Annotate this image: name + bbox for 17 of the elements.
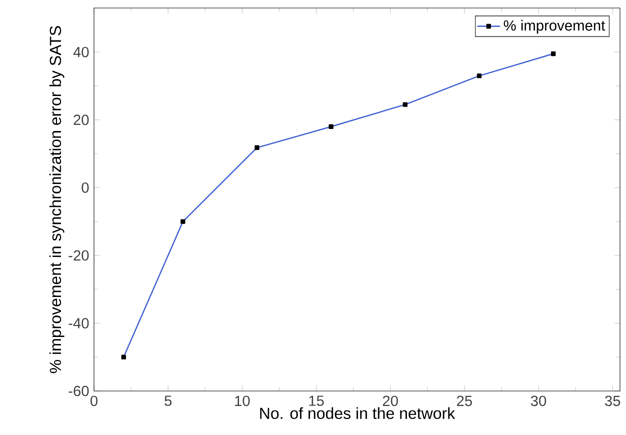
y-tick-label: -40	[68, 318, 89, 328]
x-tick-label: 15	[309, 396, 324, 406]
x-tick-label: 35	[604, 396, 620, 406]
y-tick-label: 0	[82, 182, 89, 193]
x-tick-label: 10	[235, 396, 250, 406]
x-tick-label: 20	[382, 396, 398, 406]
y-tick-label: 20	[74, 114, 89, 126]
x-tick-label: 30	[530, 396, 546, 406]
y-tick-label: 40	[73, 46, 89, 58]
y-tick-label: -20	[68, 250, 89, 261]
x-tick-label: 5	[164, 396, 172, 406]
y-axis-title: % improvement in synchronization error by SATS	[49, 26, 64, 374]
x-axis-title: No. of nodes in the network	[260, 407, 456, 419]
legend-label: % improvement	[504, 20, 606, 34]
x-tick-label: 0	[90, 396, 98, 406]
x-tick-label: 25	[456, 396, 472, 406]
y-tick-label: -60	[68, 386, 89, 396]
